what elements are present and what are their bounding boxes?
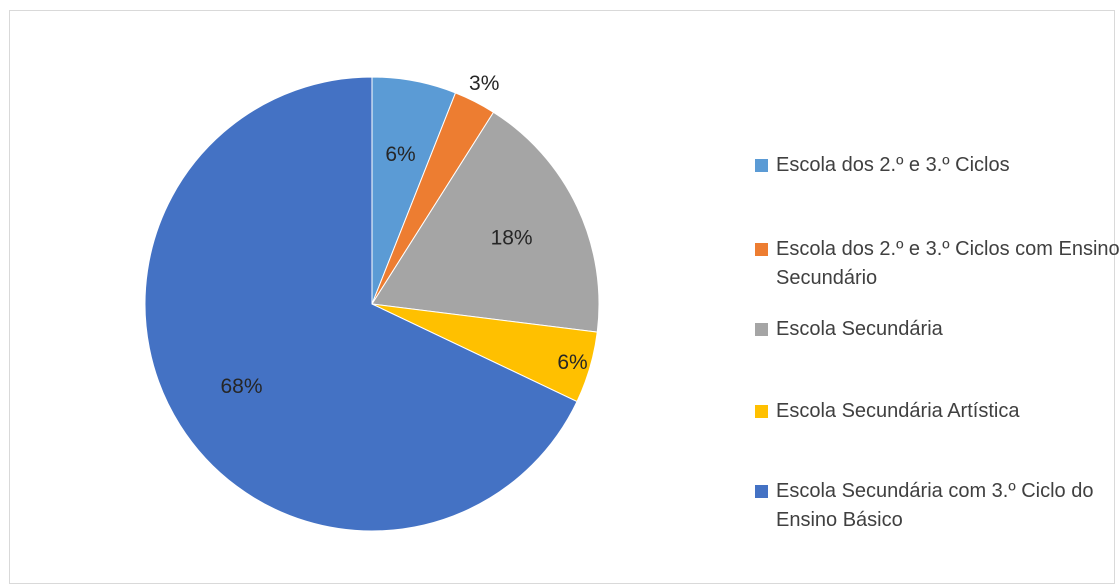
pie-chart: 6% 3% 18% 6% 68% [144, 72, 600, 532]
legend-swatch-5 [755, 485, 768, 498]
legend-item-1: Escola dos 2.º e 3.º Ciclos [755, 151, 1120, 180]
pie-slice-3 [371, 111, 600, 333]
legend-label-2: Escola dos 2.º e 3.º Ciclos com Ensino S… [776, 238, 1120, 289]
legend-swatch-1 [755, 159, 768, 172]
chart-area: 6% 3% 18% 6% 68% Escola dos 2.º e 3.º Ciclos… [9, 10, 1120, 584]
legend-item-3: Escola Secundária [755, 315, 1120, 344]
legend-label-4: Escola Secundária Artística [776, 400, 1020, 422]
pie-slice-5 [144, 76, 578, 532]
data-label-4: 6% [557, 351, 587, 374]
data-label-1: 6% [385, 143, 415, 166]
legend-item-4: Escola Secundária Artística [755, 397, 1120, 426]
legend-swatch-4 [755, 405, 768, 418]
legend-swatch-3 [755, 323, 768, 336]
legend-label-1: Escola dos 2.º e 3.º Ciclos [776, 154, 1010, 176]
data-label-2: 3% [469, 72, 499, 95]
legend-label-5: Escola Secundária com 3.º Ciclo do Ensin… [776, 480, 1094, 531]
legend-label-3: Escola Secundária [776, 318, 943, 340]
legend-item-5: Escola Secundária com 3.º Ciclo do Ensin… [755, 477, 1120, 535]
legend-item-2: Escola dos 2.º e 3.º Ciclos com Ensino S… [755, 235, 1120, 293]
data-label-5: 68% [220, 375, 262, 398]
legend-swatch-2 [755, 243, 768, 256]
data-label-3: 18% [491, 227, 533, 250]
